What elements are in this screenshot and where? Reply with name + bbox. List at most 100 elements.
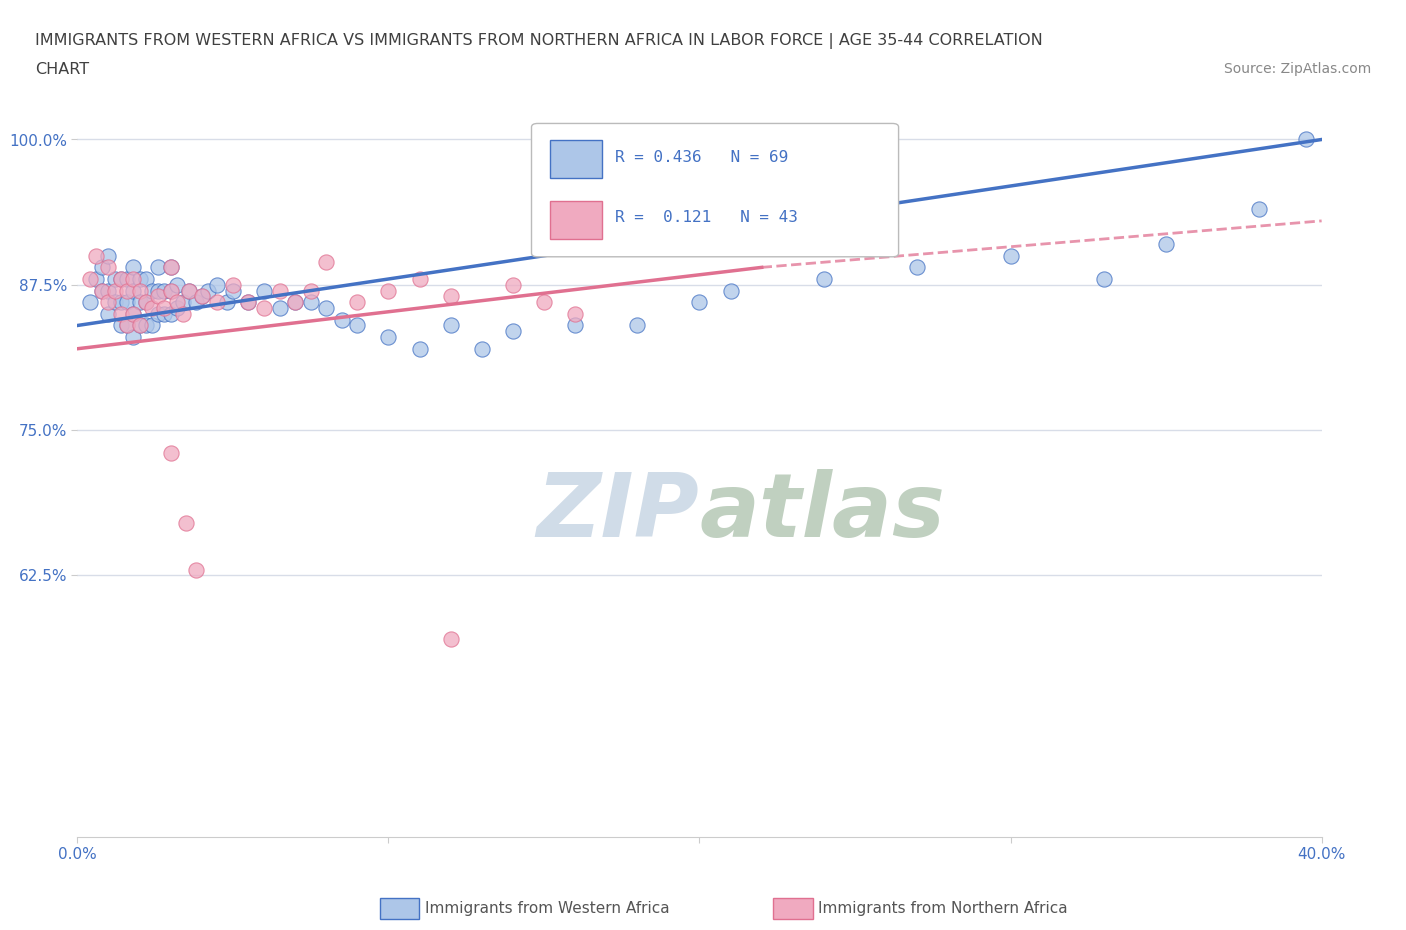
Point: [122, 307, 145, 322]
Point: [284, 295, 307, 310]
Point: [159, 259, 181, 275]
Point: [79, 295, 101, 310]
Point: [207, 277, 229, 292]
Point: [346, 318, 368, 333]
Text: Source: ZipAtlas.com: Source: ZipAtlas.com: [1223, 62, 1371, 76]
Point: [533, 295, 555, 310]
Point: [166, 300, 188, 315]
Point: [238, 295, 260, 310]
Point: [315, 300, 337, 315]
Point: [128, 318, 150, 333]
Point: [110, 307, 132, 322]
Point: [141, 300, 163, 315]
Point: [91, 259, 114, 275]
Point: [299, 283, 322, 298]
Point: [689, 295, 711, 310]
Point: [122, 283, 145, 298]
Point: [377, 330, 399, 345]
Point: [440, 289, 463, 304]
Point: [159, 283, 181, 298]
Point: [135, 318, 157, 333]
Point: [97, 259, 120, 275]
Point: [330, 312, 353, 327]
Point: [269, 283, 291, 298]
Point: [110, 318, 132, 333]
Point: [440, 318, 463, 333]
Point: [91, 283, 114, 298]
Point: [122, 307, 145, 322]
Point: [148, 259, 170, 275]
Point: [97, 307, 120, 322]
Point: [128, 272, 150, 286]
Point: [1154, 237, 1177, 252]
Point: [159, 307, 181, 322]
Text: Immigrants from Northern Africa: Immigrants from Northern Africa: [818, 901, 1069, 916]
Point: [1000, 248, 1022, 263]
Point: [720, 283, 742, 298]
Point: [377, 283, 399, 298]
Point: [148, 283, 170, 298]
Point: [159, 446, 181, 461]
Point: [148, 289, 170, 304]
Point: [115, 272, 138, 286]
Point: [346, 295, 368, 310]
Point: [184, 295, 207, 310]
Point: [104, 272, 127, 286]
FancyBboxPatch shape: [531, 124, 898, 257]
Point: [408, 341, 430, 356]
Point: [122, 259, 145, 275]
Point: [238, 295, 260, 310]
Point: [135, 295, 157, 310]
Point: [148, 307, 170, 322]
Point: [222, 277, 245, 292]
Text: R = 0.436   N = 69: R = 0.436 N = 69: [614, 150, 789, 165]
Point: [97, 295, 120, 310]
Point: [166, 295, 188, 310]
Point: [191, 289, 214, 304]
Point: [626, 318, 648, 333]
Point: [97, 283, 120, 298]
Point: [153, 300, 176, 315]
Point: [215, 295, 238, 310]
Point: [440, 632, 463, 647]
Point: [141, 318, 163, 333]
FancyBboxPatch shape: [550, 140, 602, 178]
Point: [564, 318, 586, 333]
Point: [179, 283, 201, 298]
Text: ZIP: ZIP: [537, 469, 700, 556]
Point: [564, 307, 586, 322]
Point: [159, 259, 181, 275]
Point: [84, 272, 107, 286]
Point: [284, 295, 307, 310]
Point: [315, 254, 337, 269]
Point: [135, 295, 157, 310]
Point: [184, 562, 207, 577]
Point: [197, 283, 219, 298]
Point: [115, 318, 138, 333]
Point: [115, 318, 138, 333]
FancyBboxPatch shape: [550, 201, 602, 239]
Point: [502, 277, 524, 292]
Point: [110, 272, 132, 286]
Point: [115, 283, 138, 298]
Point: [141, 283, 163, 298]
Point: [135, 272, 157, 286]
Text: R =  0.121   N = 43: R = 0.121 N = 43: [614, 209, 797, 225]
Point: [253, 283, 276, 298]
Point: [115, 295, 138, 310]
Point: [471, 341, 494, 356]
Point: [166, 277, 188, 292]
Point: [172, 307, 194, 322]
Text: Immigrants from Western Africa: Immigrants from Western Africa: [425, 901, 669, 916]
Point: [153, 283, 176, 298]
Point: [269, 300, 291, 315]
Point: [253, 300, 276, 315]
Point: [1249, 202, 1271, 217]
Point: [84, 248, 107, 263]
Point: [97, 248, 120, 263]
Point: [502, 324, 524, 339]
Point: [110, 295, 132, 310]
Point: [1092, 272, 1115, 286]
Point: [191, 289, 214, 304]
Point: [128, 283, 150, 298]
